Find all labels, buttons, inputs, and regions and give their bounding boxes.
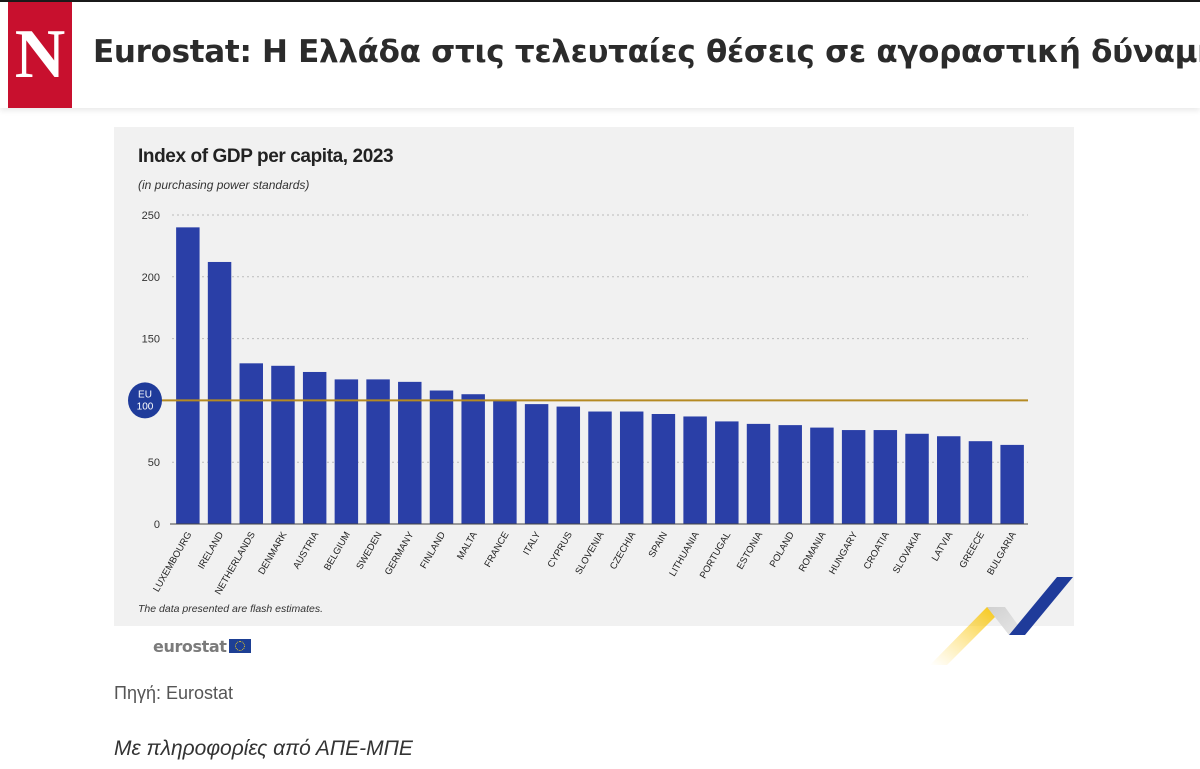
chart-panel: 0 50 150 200 250 LUXEMBOURG IRELAND NETHERLANDS… xyxy=(114,127,1074,626)
bar-luxembourg xyxy=(176,227,200,525)
bar-sweden xyxy=(366,379,390,524)
eu-badge-value: 100 xyxy=(137,401,154,412)
bar-poland xyxy=(778,425,802,524)
bar-estonia xyxy=(746,423,771,524)
bar-ireland xyxy=(207,261,232,524)
bar-lithuania xyxy=(683,416,707,524)
bar-hungary xyxy=(841,430,866,524)
y-tick-label: 0 xyxy=(154,519,160,531)
info-caption: Με πληροφορίες από ΑΠΕ-ΜΠΕ xyxy=(114,737,413,760)
x-tick-label: GREECE xyxy=(957,530,987,570)
top-border xyxy=(0,0,1200,2)
x-tick-label: SPAIN xyxy=(647,530,670,560)
site-logo[interactable]: N xyxy=(8,2,72,108)
x-tick-label: LITHUANIA xyxy=(667,529,702,578)
x-tick-label: CZECHIA xyxy=(608,529,639,571)
bar-denmark xyxy=(271,365,295,524)
x-tick-label: BELGIUM xyxy=(322,530,353,573)
eu-flag-icon xyxy=(228,639,251,653)
x-tick-label: PORTUGAL xyxy=(698,530,734,581)
decorative-stripes-icon xyxy=(930,577,1073,665)
x-tick-label: BULGARIA xyxy=(985,529,1019,577)
bar-croatia xyxy=(873,430,898,524)
x-tick-label: AUSTRIA xyxy=(291,529,321,571)
bar-romania xyxy=(810,427,834,524)
x-tick-label: LUXEMBOURG xyxy=(151,530,194,594)
x-tick-label: SLOVAKIA xyxy=(891,529,924,575)
x-tick-label: FRANCE xyxy=(482,530,511,569)
bar-finland xyxy=(429,390,454,524)
x-tick-label: POLAND xyxy=(768,530,797,569)
article-headline: Eurostat: Η Ελλάδα στις τελευταίες θέσει… xyxy=(93,34,1200,70)
bar-belgium xyxy=(334,379,359,524)
y-tick-label: 50 xyxy=(148,457,160,469)
x-tick-label: LATVIA xyxy=(930,529,956,563)
bar-germany xyxy=(398,381,422,524)
x-tick-label: ESTONIA xyxy=(735,529,766,571)
chart-title: Index of GDP per capita, 2023 xyxy=(138,146,394,167)
bar-slovakia xyxy=(905,433,929,524)
y-tick-label: 200 xyxy=(142,272,160,284)
bar-netherlands xyxy=(239,363,263,524)
eu-badge-label: EU xyxy=(138,389,152,400)
bar-latvia xyxy=(937,436,961,524)
x-tick-label: HUNGARY xyxy=(827,529,861,576)
source-caption: Πηγή: Eurostat xyxy=(114,683,234,703)
x-tick-label: ITALY xyxy=(521,529,543,557)
chart-footnote: The data presented are flash estimates. xyxy=(138,603,324,615)
bar-bulgaria xyxy=(1000,444,1024,524)
bar-slovenia xyxy=(588,411,612,524)
x-tick-label: SLOVENIA xyxy=(573,529,607,576)
x-tick-label: GERMANY xyxy=(383,529,417,577)
eurostat-logo-text: eurostat xyxy=(153,636,227,656)
bar-spain xyxy=(651,413,676,524)
bar-cyprus xyxy=(556,406,581,524)
y-tick-label: 150 xyxy=(142,334,160,346)
bar-france xyxy=(493,400,517,524)
article-header: N Eurostat: Η Ελλάδα στις τελευταίες θέσ… xyxy=(0,2,1200,108)
bar-czechia xyxy=(619,411,644,524)
x-tick-label: SWEDEN xyxy=(354,530,384,572)
chart-subtitle: (in purchasing power standards) xyxy=(138,178,310,192)
bar-austria xyxy=(302,371,327,524)
x-tick-label: CYPRUS xyxy=(546,530,575,570)
bar-greece xyxy=(968,441,993,524)
x-tick-label: MALTA xyxy=(455,529,480,561)
bar-malta xyxy=(461,394,485,524)
x-tick-label: ROMANIA xyxy=(797,529,829,573)
eurostat-logo: eurostat xyxy=(153,636,251,656)
eu-average-badge xyxy=(128,382,162,419)
y-tick-label: 250 xyxy=(142,210,160,222)
x-tick-label: DENMARK xyxy=(256,529,290,576)
bar-portugal xyxy=(715,421,739,524)
x-tick-label: IRELAND xyxy=(196,530,226,571)
bar-italy xyxy=(524,404,549,524)
x-tick-label: CROATIA xyxy=(862,529,893,571)
x-tick-label: FINLAND xyxy=(418,530,448,571)
